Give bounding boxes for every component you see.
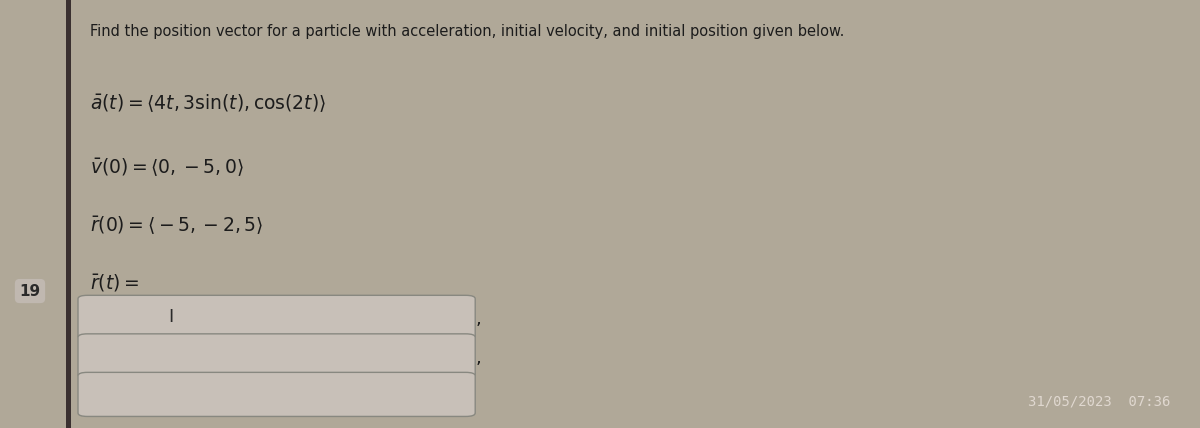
FancyBboxPatch shape [66, 0, 71, 428]
Text: $\bar{r}(0) = \langle -5, -2, 5\rangle$: $\bar{r}(0) = \langle -5, -2, 5\rangle$ [90, 214, 263, 236]
Text: ,: , [475, 349, 481, 367]
Text: Find the position vector for a particle with acceleration, initial velocity, and: Find the position vector for a particle … [90, 24, 845, 39]
Text: 31/05/2023  07:36: 31/05/2023 07:36 [1027, 395, 1170, 409]
Text: $\bar{a}(t) = \langle 4t, 3\sin(t), \cos(2t)\rangle$: $\bar{a}(t) = \langle 4t, 3\sin(t), \cos… [90, 92, 326, 114]
Text: $\bar{v}(0) = \langle 0, -5, 0\rangle$: $\bar{v}(0) = \langle 0, -5, 0\rangle$ [90, 156, 244, 178]
FancyBboxPatch shape [78, 334, 475, 378]
Text: $\bar{r}(t) =$: $\bar{r}(t) =$ [90, 272, 139, 293]
FancyBboxPatch shape [78, 295, 475, 339]
Text: ,: , [475, 310, 481, 328]
FancyBboxPatch shape [78, 372, 475, 416]
Text: I: I [168, 308, 173, 327]
Text: 19: 19 [19, 283, 41, 299]
